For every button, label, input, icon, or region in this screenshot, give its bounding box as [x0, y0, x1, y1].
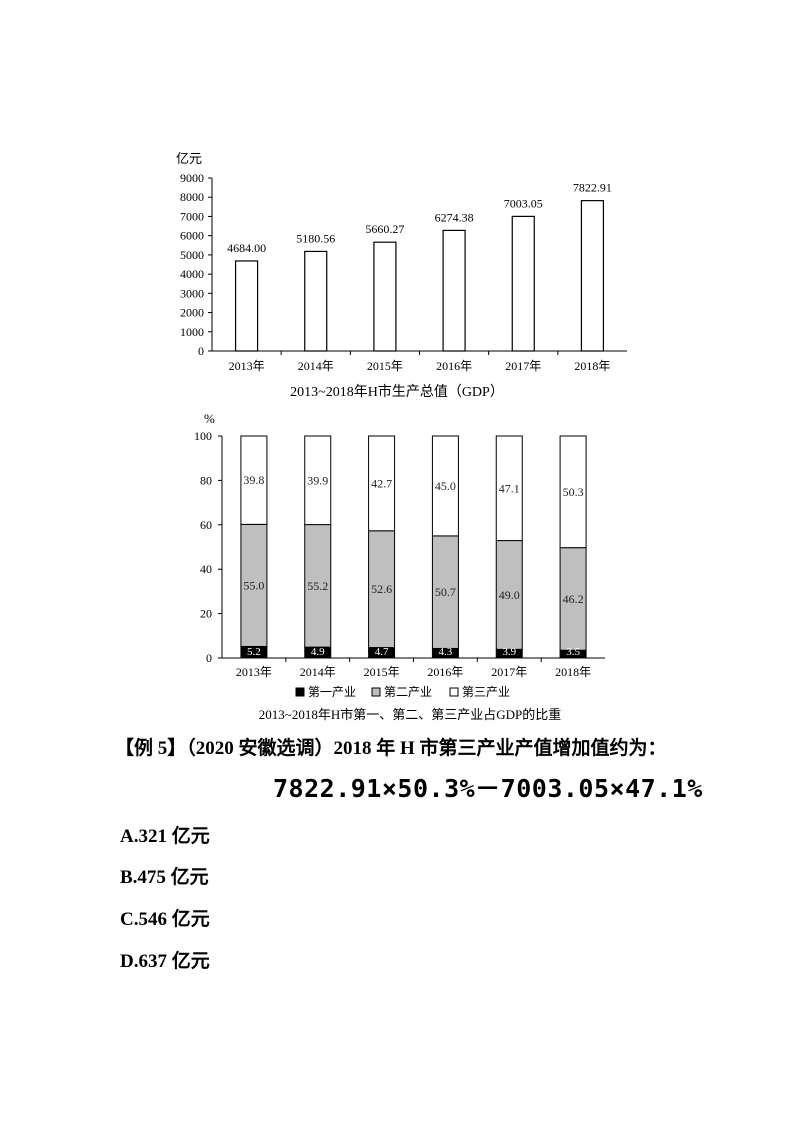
chart2-segment-label: 3.5 — [566, 646, 580, 658]
chart2-segment-label: 4.7 — [375, 646, 389, 658]
chart1-bar — [234, 260, 259, 352]
chart2-bar-segment — [304, 524, 332, 648]
chart2-segment-label: 52.6 — [371, 582, 392, 596]
chart2-bar-segment — [559, 547, 587, 651]
chart2-y-tick-label: 0 — [206, 651, 212, 665]
chart1-y-tick-label: 6000 — [180, 229, 204, 243]
chart1-bar — [511, 215, 535, 352]
chart1-y-tick-label: 4000 — [180, 267, 204, 281]
chart2-x-tick-label: 2013年 — [236, 665, 272, 679]
chart2-bars — [240, 435, 587, 659]
chart2-segment-label: 3.9 — [502, 646, 516, 658]
chart2-bar-segment — [304, 435, 332, 526]
chart1-y-tick-label: 5000 — [180, 248, 204, 262]
chart1-y-tick-label: 7000 — [180, 209, 204, 223]
chart2-segment-label: 55.2 — [307, 579, 328, 593]
chart1-value-label: 4684.00 — [227, 241, 266, 255]
chart2-legend-label: 第三产业 — [462, 685, 510, 699]
chart2-y-tick-label: 40 — [200, 562, 212, 576]
chart1-y-tick-label: 8000 — [180, 190, 204, 204]
chart2-segment-label: 39.9 — [307, 473, 328, 487]
chart1-x-ticks: 2013年 2014年 2015年 2016年 2017年 2018年 — [229, 351, 610, 373]
chart2-segment-label: 50.7 — [435, 585, 456, 599]
chart2-legend: 第一产业 第二产业 第三产业 — [295, 685, 510, 699]
chart2-legend-label: 第一产业 — [308, 685, 356, 699]
option-a[interactable]: A.321 亿元 — [120, 826, 210, 847]
chart2-y-tick-label: 20 — [200, 607, 212, 621]
chart1-bar — [304, 250, 328, 352]
chart2-legend-swatch — [449, 687, 459, 697]
chart1-bar — [442, 229, 466, 352]
chart2-bar-segment — [431, 535, 459, 649]
chart2-y-tick-label: 80 — [200, 473, 212, 487]
chart2-segment-label: 46.2 — [563, 592, 584, 606]
chart2-x-tick-label: 2014年 — [300, 665, 336, 679]
chart1-y-tick-label: 1000 — [180, 325, 204, 339]
chart1-y-tick-label: 3000 — [180, 286, 204, 300]
chart2-bar-segment — [431, 435, 459, 537]
chart2-segment-label: 55.0 — [243, 578, 264, 592]
chart2-bar-segment — [495, 540, 523, 650]
chart1-bar — [373, 241, 397, 352]
chart2-ylabel: % — [204, 411, 215, 426]
chart1-ylabel: 亿元 — [176, 151, 202, 166]
chart2-bar-segment — [559, 435, 587, 549]
chart1-value-label: 6274.38 — [435, 210, 474, 224]
chart1-title: 2013~2018年H市生产总值（GDP） — [290, 383, 504, 400]
question-text: 【例 5】（2020 安徽选调）2018 年 H 市第三产业产值增加值约为： — [115, 738, 667, 759]
chart1-value-label: 7003.05 — [504, 196, 543, 210]
chart1-y-tick-label: 2000 — [180, 306, 204, 320]
chart1-x-tick-label: 2015年 — [367, 359, 403, 373]
option-d[interactable]: D.637 亿元 — [120, 951, 210, 972]
gdp-bar-chart: 亿元 0 1000 2000 3000 4000 5000 6000 7000 8000 9000… — [176, 151, 627, 400]
chart1-x-tick-label: 2014年 — [298, 359, 334, 373]
chart2-x-tick-label: 2018年 — [555, 665, 591, 679]
chart1-y-tick-label: 9000 — [180, 171, 204, 185]
chart1-y-ticks: 0 1000 2000 3000 4000 5000 6000 7000 8000 9000 — [180, 171, 212, 358]
chart2-segment-label: 42.7 — [371, 476, 392, 490]
chart2-bar-segment — [368, 435, 396, 532]
chart1-x-tick-label: 2017年 — [505, 359, 541, 373]
chart1-x-tick-label: 2018年 — [574, 359, 610, 373]
chart2-segment-label: 39.8 — [243, 473, 264, 487]
chart2-bar-segment — [368, 530, 396, 649]
chart2-segment-labels: 5.2 55.0 39.8 4.9 55.2 39.9 4.7 52.6 42.7 4.3 50.7… — [243, 473, 583, 658]
chart1-value-labels: 4684.00 5180.56 5660.27 6274.38 7003.05 7822.… — [227, 181, 612, 255]
chart1-bar — [580, 200, 605, 352]
chart2-segment-label: 50.3 — [563, 485, 584, 499]
chart2-x-tick-label: 2017年 — [491, 665, 527, 679]
chart2-legend-label: 第二产业 — [384, 685, 432, 699]
chart2-axes — [221, 436, 605, 659]
chart2-y-tick-label: 100 — [194, 429, 212, 443]
chart2-segment-label: 49.0 — [499, 588, 520, 602]
chart1-bars — [234, 200, 605, 352]
option-b[interactable]: B.475 亿元 — [120, 867, 209, 888]
industry-share-stacked-chart: % 0 20 40 60 80 100 5.2 55.0 39.8 4.9 55.2 39.9 4.7… — [194, 411, 605, 722]
chart1-x-tick-label: 2016年 — [436, 359, 472, 373]
chart1-value-label: 5180.56 — [296, 231, 335, 245]
chart2-segment-label: 4.9 — [311, 646, 325, 658]
chart1-value-label: 7822.91 — [573, 181, 612, 195]
chart2-x-ticks: 2013年 2014年 2015年 2016年 2017年 2018年 — [236, 658, 591, 679]
formula: 7822.91×50.3%－7003.05×47.1% — [273, 774, 703, 803]
chart2-x-tick-label: 2016年 — [427, 665, 463, 679]
chart2-legend-swatch — [295, 687, 305, 697]
chart2-segment-label: 47.1 — [499, 481, 520, 495]
chart1-y-tick-label: 0 — [198, 344, 204, 358]
chart1-value-label: 5660.27 — [365, 222, 404, 236]
chart2-bar-segment — [495, 435, 523, 542]
chart1-x-tick-label: 2013年 — [229, 359, 265, 373]
option-c[interactable]: C.546 亿元 — [120, 909, 210, 930]
chart2-y-tick-label: 60 — [200, 518, 212, 532]
chart2-bar-segment — [240, 435, 268, 525]
chart2-segment-label: 5.2 — [247, 646, 261, 658]
chart2-y-ticks: 0 20 40 60 80 100 — [194, 429, 222, 665]
chart2-segment-label: 4.3 — [439, 646, 453, 658]
chart2-title: 2013~2018年H市第一、第二、第三产业占GDP的比重 — [259, 707, 561, 722]
chart2-bar-segment — [240, 523, 268, 647]
chart2-x-tick-label: 2015年 — [364, 665, 400, 679]
chart2-legend-swatch — [371, 687, 381, 697]
chart2-segment-label: 45.0 — [435, 479, 456, 493]
